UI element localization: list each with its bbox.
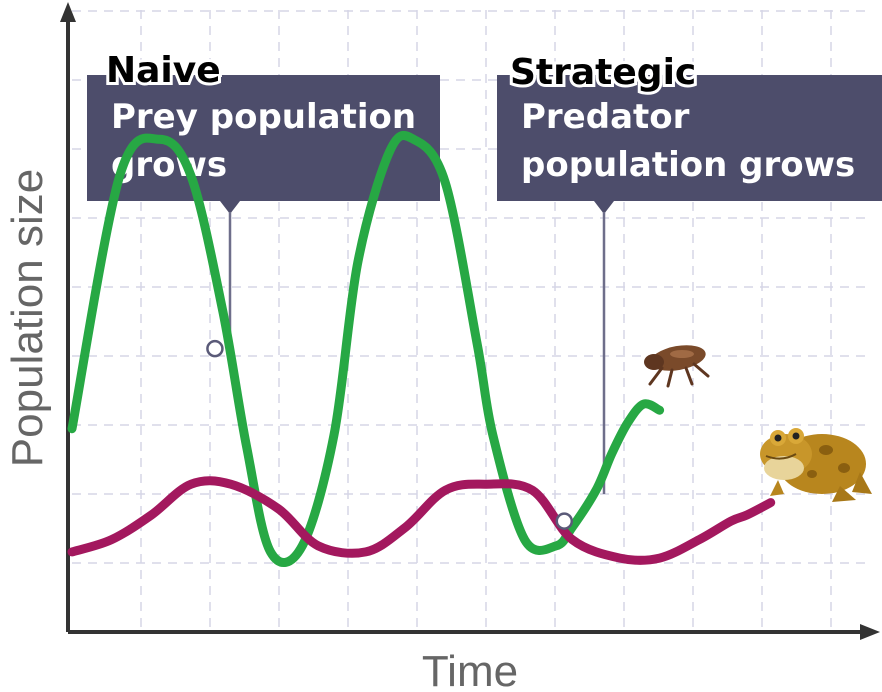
- marker-prey: [206, 339, 224, 358]
- callout-predator: Predator population grows Strategic: [497, 49, 882, 494]
- callout-prey: Prey population grows Naive: [87, 47, 440, 340]
- heading-naive: Naive: [106, 50, 221, 91]
- callout-box-predator: [497, 75, 882, 201]
- x-axis-title: Time: [422, 647, 518, 692]
- y-axis-title: Population size: [3, 169, 52, 467]
- callout-line-prey-1: Prey population: [111, 97, 416, 137]
- series-line-predator: [67, 476, 776, 565]
- series-layer: [67, 130, 776, 567]
- callout-line-predator-2: population grows: [521, 145, 855, 185]
- toad-icon: [760, 428, 872, 502]
- marker-predator: [555, 512, 574, 530]
- y-axis-arrow: [60, 2, 76, 22]
- callout-line-predator-1: Predator: [521, 97, 690, 137]
- heading-strategic: Strategic: [510, 52, 696, 93]
- callout-pointer-prey: [220, 201, 240, 214]
- callout-pointer-predator: [594, 201, 614, 214]
- series-line-prey: [67, 130, 665, 567]
- flea-icon: [644, 345, 710, 388]
- x-axis-arrow: [860, 624, 880, 640]
